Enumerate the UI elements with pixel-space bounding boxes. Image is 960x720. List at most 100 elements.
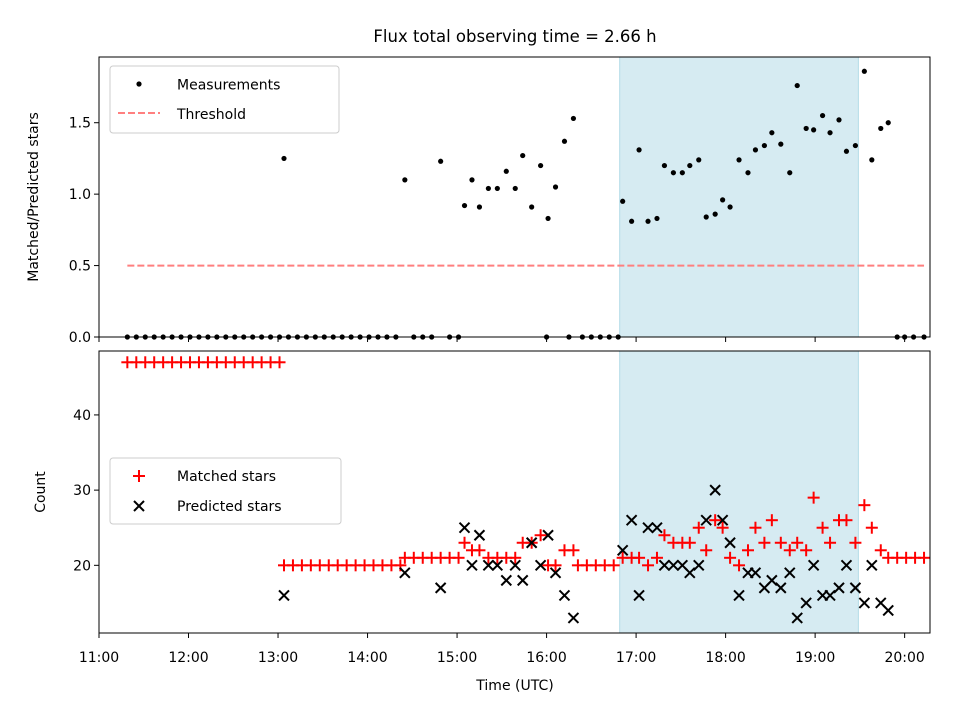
predicted-stars-point bbox=[693, 559, 705, 572]
matched-stars-point bbox=[791, 536, 804, 549]
y-tick-label: 1.0 bbox=[69, 187, 91, 203]
bottom-axes-frame bbox=[98, 350, 931, 634]
predicted-stars-point bbox=[716, 514, 729, 526]
matched-stars-point bbox=[858, 499, 871, 512]
predicted-stars-point bbox=[849, 582, 862, 594]
predicted-stars-point bbox=[709, 484, 721, 496]
predicted-stars-point bbox=[749, 567, 762, 579]
top-x-ticks bbox=[98, 337, 906, 342]
top-legend-box bbox=[109, 65, 340, 134]
y-tick-label: 40 bbox=[73, 408, 91, 424]
measurement-point bbox=[869, 157, 875, 163]
matched-stars-point bbox=[549, 559, 562, 572]
measurement-point bbox=[720, 197, 726, 203]
predicted-stars-point bbox=[775, 582, 787, 594]
legend-predicted-marker bbox=[133, 500, 145, 512]
measurement-point bbox=[811, 127, 817, 133]
matched-stars-point bbox=[807, 491, 820, 504]
measurement-point bbox=[878, 125, 884, 132]
measurement-point bbox=[485, 185, 491, 192]
measurement-point bbox=[819, 112, 826, 119]
top-y-ticks: 0.0 0.5 1.0 1.5 bbox=[69, 116, 99, 346]
matched-stars-point bbox=[534, 529, 547, 542]
x-tick-label: 14:00 bbox=[347, 650, 387, 666]
predicted-stars-point bbox=[800, 597, 812, 609]
predicted-stars-point bbox=[549, 567, 562, 579]
measurement-point bbox=[570, 115, 577, 122]
y-tick-label: 1.5 bbox=[69, 116, 91, 132]
matched-stars-point bbox=[816, 521, 829, 534]
matched-stars-point bbox=[865, 521, 878, 534]
predicted-stars-point bbox=[766, 574, 778, 587]
predicted-stars-point bbox=[733, 589, 745, 602]
predicted-stars-point bbox=[525, 537, 538, 549]
measurement-point bbox=[827, 130, 833, 136]
measurement-point bbox=[476, 204, 483, 210]
bottom-panel: 20 30 40 11:00 12:00 13:00 14:00 15:00 16:00 17:… bbox=[33, 350, 931, 694]
predicted-stars-point bbox=[500, 574, 513, 587]
predicted-stars-point bbox=[858, 597, 871, 609]
top-axes-frame bbox=[98, 56, 931, 338]
predicted-stars-point bbox=[399, 567, 411, 579]
measurement-point bbox=[552, 184, 559, 190]
matched-stars-point bbox=[783, 544, 796, 557]
x-tick-label: 19:00 bbox=[795, 650, 835, 666]
measurement-point bbox=[538, 162, 544, 169]
predicted-stars-point bbox=[642, 522, 654, 534]
predicted-stars-point bbox=[807, 559, 820, 572]
y-tick-label: 0.5 bbox=[69, 259, 91, 275]
legend-predicted-label: Predicted stars bbox=[177, 499, 282, 515]
measurement-point bbox=[661, 162, 668, 169]
x-tick-label: 13:00 bbox=[258, 650, 298, 666]
matched-stars-point bbox=[683, 536, 696, 549]
measurement-point bbox=[620, 198, 626, 204]
predicted-stars-point bbox=[558, 589, 571, 602]
predicted-stars-point bbox=[824, 589, 836, 602]
predicted-stars-point bbox=[840, 559, 853, 572]
matched-stars-point bbox=[716, 521, 729, 534]
x-tick-label: 20:00 bbox=[884, 650, 924, 666]
predicted-stars-point bbox=[882, 604, 894, 617]
measurement-point bbox=[545, 215, 551, 222]
matched-stars-point bbox=[918, 551, 931, 564]
measurement-point bbox=[402, 177, 408, 183]
measurement-point bbox=[761, 142, 767, 149]
top-panel: 0.0 0.5 1.0 1.5 Matched/Predicted stars Mea… bbox=[26, 56, 931, 346]
predicted-stars-point bbox=[658, 559, 671, 572]
measurement-point bbox=[794, 82, 800, 89]
legend-measurements-label: Measurements bbox=[177, 78, 280, 94]
matched-stars-point bbox=[800, 544, 813, 557]
legend-measurements-marker bbox=[136, 81, 142, 87]
predicted-stars-point bbox=[625, 514, 638, 526]
measurement-point bbox=[687, 162, 693, 169]
y-tick-label: 30 bbox=[73, 483, 91, 499]
measurement-point bbox=[461, 202, 468, 209]
measurement-point bbox=[769, 130, 775, 136]
top-highlight-span bbox=[619, 56, 859, 338]
measurement-point bbox=[670, 170, 676, 176]
matched-stars-point bbox=[774, 536, 787, 549]
matched-stars-point bbox=[849, 536, 862, 549]
predicted-stars-point bbox=[509, 559, 521, 572]
bottom-plot-marks bbox=[121, 356, 931, 624]
top-y-axis-label: Matched/Predicted stars bbox=[26, 112, 42, 282]
measurement-point bbox=[520, 152, 526, 159]
predicted-stars-point bbox=[724, 537, 736, 549]
predicted-stars-point bbox=[473, 529, 486, 541]
matched-stars-point bbox=[700, 544, 713, 557]
measurement-point bbox=[787, 170, 793, 176]
x-tick-label: 11:00 bbox=[79, 650, 119, 666]
measurement-point bbox=[703, 214, 709, 220]
measurement-point bbox=[736, 157, 742, 163]
measurement-point bbox=[469, 177, 475, 183]
bottom-highlight-span bbox=[619, 350, 859, 634]
predicted-stars-point bbox=[482, 559, 495, 572]
measurement-point bbox=[745, 170, 751, 176]
predicted-stars-point bbox=[633, 589, 645, 602]
measurement-point bbox=[778, 141, 784, 147]
y-tick-label: 0.0 bbox=[69, 330, 91, 346]
predicted-stars-point bbox=[616, 544, 629, 556]
matched-stars-point bbox=[749, 521, 762, 534]
matched-stars-point bbox=[452, 551, 465, 564]
